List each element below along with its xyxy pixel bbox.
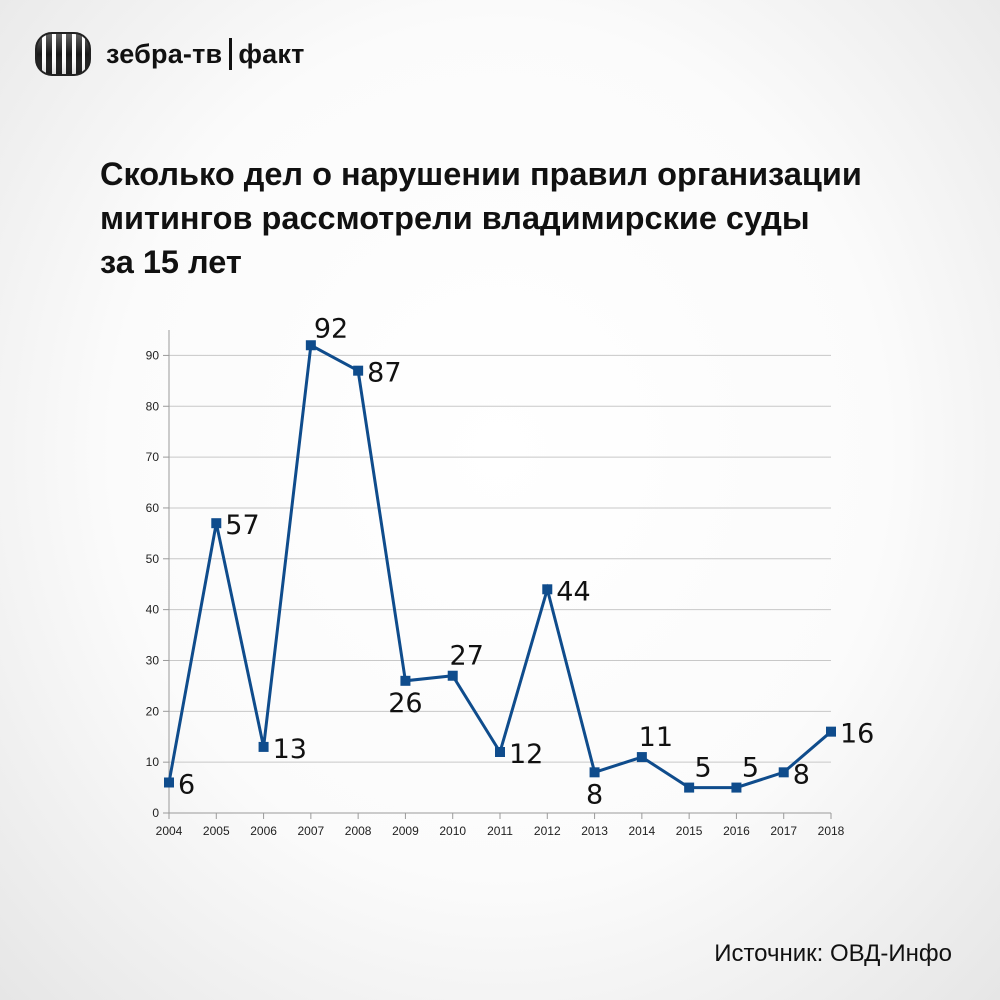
- data-label: 5: [742, 753, 759, 784]
- brand-separator: [229, 38, 233, 70]
- data-point: [542, 584, 553, 595]
- data-label: 16: [840, 719, 874, 750]
- title-line-1: Сколько дел о нарушении правил организац…: [100, 156, 862, 192]
- data-label: 26: [388, 688, 422, 719]
- x-tick-label: 2008: [345, 824, 372, 838]
- x-tick-label: 2014: [629, 824, 656, 838]
- data-label: 8: [586, 779, 603, 810]
- data-point: [778, 767, 789, 778]
- data-point: [495, 746, 505, 757]
- x-tick-label: 2015: [676, 824, 703, 838]
- data-point: [589, 767, 600, 778]
- data-label: 92: [314, 313, 348, 344]
- data-point: [447, 670, 458, 681]
- x-tick-label: 2007: [298, 824, 325, 838]
- y-tick-label: 70: [146, 450, 160, 464]
- series-line: [167, 342, 832, 790]
- y-tick-label: 60: [146, 501, 160, 515]
- y-tick-label: 10: [146, 755, 160, 769]
- x-tick-label: 2016: [723, 824, 750, 838]
- data-label: 87: [367, 358, 401, 389]
- zebra-stripes-logo-icon: [35, 32, 91, 76]
- y-tick-label: 20: [146, 704, 160, 718]
- data-point: [636, 752, 647, 763]
- brand-wordmark: зебра-тв факт: [106, 38, 305, 70]
- data-label: 11: [639, 722, 673, 753]
- brand-name: зебра-тв: [106, 38, 223, 69]
- brand-header: зебра-тв факт: [34, 30, 305, 78]
- data-label: 6: [178, 769, 195, 800]
- data-label: 13: [273, 734, 307, 765]
- brand-section: факт: [238, 38, 305, 69]
- x-tick-label: 2010: [439, 824, 466, 838]
- data-point: [826, 726, 836, 737]
- title-line-2: митингов рассмотрели владимирские суды: [100, 200, 810, 236]
- y-tick-label: 50: [146, 552, 160, 566]
- y-tick-label: 40: [146, 603, 160, 617]
- x-tick-label: 2009: [392, 824, 419, 838]
- data-label: 57: [225, 510, 259, 541]
- data-label: 44: [556, 576, 590, 607]
- data-label: 8: [793, 759, 810, 790]
- data-label: 12: [509, 739, 543, 770]
- y-tick-label: 90: [146, 348, 160, 362]
- y-tick-label: 0: [152, 806, 159, 820]
- data-point: [353, 365, 364, 376]
- data-point: [305, 340, 316, 351]
- data-label: 5: [695, 753, 712, 784]
- data-point: [731, 782, 742, 793]
- title-line-3: за 15 лет: [100, 244, 242, 280]
- x-tick-label: 2004: [156, 824, 183, 838]
- data-point: [164, 777, 174, 788]
- x-tick-label: 2005: [203, 824, 230, 838]
- data-point: [684, 782, 695, 793]
- x-tick-label: 2012: [534, 824, 561, 838]
- x-tick-label: 2011: [487, 824, 513, 838]
- x-tick-label: 2018: [818, 824, 845, 838]
- page-title: Сколько дел о нарушении правил организац…: [100, 152, 960, 284]
- x-tick-label: 2013: [581, 824, 608, 838]
- x-tick-label: 2006: [250, 824, 277, 838]
- y-tick-label: 80: [146, 399, 160, 413]
- source-credit: Источник: ОВД-Инфо: [714, 940, 952, 967]
- data-point: [400, 675, 411, 686]
- y-tick-label: 30: [146, 653, 160, 667]
- x-tick-label: 2017: [770, 824, 797, 838]
- data-point: [258, 741, 269, 752]
- data-point: [211, 518, 222, 529]
- data-label: 27: [450, 641, 484, 672]
